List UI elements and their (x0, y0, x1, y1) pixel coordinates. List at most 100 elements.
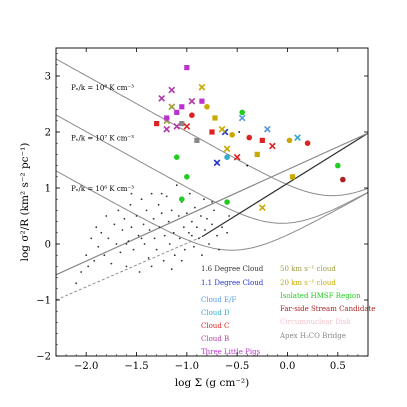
point-0-36 (155, 248, 158, 251)
point-9-7 (304, 140, 311, 146)
point-0-37 (157, 203, 160, 206)
point-0-6 (95, 226, 98, 229)
point-0-18 (123, 217, 126, 220)
point-3-1 (204, 104, 210, 110)
point-7-1 (238, 114, 246, 122)
pressure-curve-1 (56, 58, 368, 197)
point-3-3 (218, 125, 226, 133)
point-10-3 (173, 123, 181, 130)
point-0-1 (80, 271, 83, 273)
point-0-70 (216, 234, 218, 237)
point-0-35 (153, 237, 156, 240)
y-tick-label-5: 3 (45, 72, 51, 83)
x-tick-label-0: −2.0 (74, 361, 98, 372)
point-12-1 (246, 164, 249, 167)
point-10-4 (188, 97, 196, 105)
point-0-26 (138, 271, 141, 273)
y-tick-label-0: −2 (36, 352, 51, 363)
point-7-0 (263, 125, 271, 133)
point-0-59 (193, 206, 196, 209)
point-0-45 (170, 209, 173, 212)
point-0-23 (132, 248, 135, 251)
point-9-4 (246, 134, 253, 141)
point-0-11 (107, 237, 110, 240)
pressure-label-3: Pₑ/k = 10⁶ K cm⁻³ (71, 185, 134, 193)
point-0-40 (162, 259, 165, 262)
point-0-44 (168, 243, 171, 245)
point-3-4 (229, 132, 235, 138)
point-0-9 (103, 254, 106, 257)
point-0-33 (150, 192, 153, 195)
point-0-29 (143, 243, 146, 245)
point-11-0 (184, 65, 190, 71)
point-0-20 (127, 240, 130, 243)
point-8-0 (294, 134, 301, 141)
point-0-42 (165, 195, 168, 198)
point-0-82 (190, 234, 193, 237)
y-tick-label-4: 2 (45, 128, 51, 139)
point-0-76 (150, 265, 153, 268)
legend-label-4: Isolated HMSF Region (280, 292, 361, 300)
x-tick-label-1: −1.5 (124, 361, 148, 372)
point-0-28 (142, 223, 145, 226)
point-1-0 (213, 159, 221, 167)
legend-label-7: Apex H₂CO Bridge (279, 332, 346, 340)
point-0-27 (140, 198, 143, 201)
point-0-80 (160, 192, 163, 195)
point-11-4 (164, 115, 170, 121)
point-0-3 (87, 265, 90, 268)
pressure-label-2: Pₑ/k = 10⁷ K cm⁻³ (71, 134, 134, 142)
chart-marks: −2.0 −1.5 −1.0 −0.5 0.0 0.5 −2 −1 0 1 2 3 log Σ (g c… (19, 47, 375, 389)
point-3-7 (286, 137, 293, 144)
point-0-52 (182, 226, 185, 229)
point-9-2 (209, 129, 215, 135)
point-0-66 (206, 217, 208, 220)
point-8-1 (224, 154, 230, 160)
point-0-25 (137, 234, 140, 237)
point-10-0 (158, 95, 166, 102)
point-11-3 (174, 109, 180, 115)
point-0-47 (173, 254, 176, 257)
plot-area (56, 58, 368, 301)
point-0-67 (208, 243, 210, 245)
x-tick-label-3: −0.5 (225, 361, 249, 372)
point-0-78 (125, 243, 128, 245)
point-10-1 (163, 125, 171, 133)
y-tick-label-2: 0 (45, 240, 51, 251)
point-4-5 (335, 162, 341, 169)
legend-label-3: 20 km s⁻¹ cloud (280, 279, 336, 287)
legend-label-0: 1.6 Degree Cloud (201, 265, 264, 273)
point-0-43 (167, 220, 170, 223)
point-0-61 (198, 237, 200, 240)
point-12-0 (238, 131, 241, 133)
point-0-24 (135, 215, 138, 217)
point-0-68 (211, 223, 213, 226)
point-0-16 (119, 251, 122, 254)
legend-label-5: Far-side Stream Candidate (280, 305, 375, 313)
point-0-0 (75, 282, 78, 285)
point-6-1 (194, 137, 200, 143)
point-0-58 (192, 245, 195, 248)
point-0-7 (97, 245, 100, 248)
pressure-label-1: Pₑ/k = 10⁸ K cm⁻³ (71, 84, 134, 92)
legend-label-12: Three Little Pigs (201, 348, 261, 356)
point-0-2 (85, 254, 88, 257)
y-tick-label-1: −1 (36, 296, 51, 307)
point-0-22 (130, 226, 133, 229)
point-0-54 (185, 212, 188, 215)
x-axis-label: log Σ (g cm⁻²) (175, 377, 249, 389)
point-3-6 (258, 204, 266, 211)
point-4-2 (184, 174, 190, 180)
x-tick-label-4: 0.0 (280, 361, 296, 372)
point-3-9 (223, 145, 231, 153)
point-0-53 (183, 248, 186, 251)
point-0-55 (187, 231, 190, 234)
point-0-75 (170, 268, 173, 271)
point-0-50 (178, 237, 181, 240)
legend-label-11: Cloud B (201, 335, 229, 343)
plot-frame (55, 47, 369, 357)
point-0-17 (121, 229, 124, 231)
point-0-73 (226, 231, 228, 234)
point-10-2 (168, 86, 176, 94)
